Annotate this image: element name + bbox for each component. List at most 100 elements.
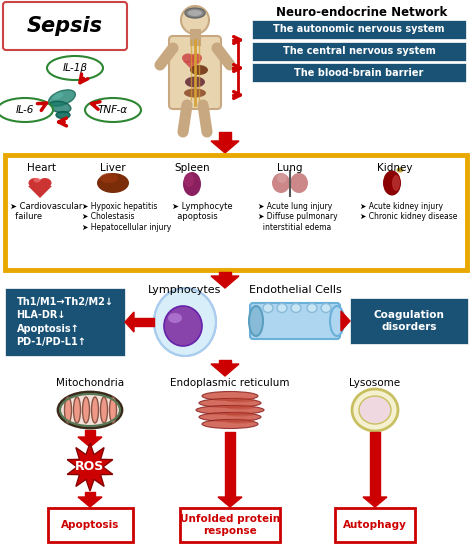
Text: Sepsis: Sepsis — [27, 16, 103, 36]
Ellipse shape — [277, 304, 287, 312]
Ellipse shape — [85, 98, 141, 122]
Ellipse shape — [359, 396, 391, 424]
Ellipse shape — [225, 419, 255, 424]
Text: Lysosome: Lysosome — [349, 378, 401, 388]
Ellipse shape — [49, 90, 76, 106]
Ellipse shape — [307, 304, 317, 312]
Ellipse shape — [74, 397, 81, 423]
Ellipse shape — [56, 112, 70, 118]
Text: Neuro-endocrine Network: Neuro-endocrine Network — [277, 6, 447, 19]
Ellipse shape — [185, 76, 205, 87]
Ellipse shape — [97, 173, 129, 193]
Ellipse shape — [65, 397, 71, 423]
Polygon shape — [363, 497, 387, 507]
Text: Liver: Liver — [100, 163, 126, 173]
Text: Mitochondria: Mitochondria — [56, 378, 124, 388]
FancyBboxPatch shape — [335, 508, 415, 542]
FancyBboxPatch shape — [5, 155, 467, 270]
Text: Coagulation
disorders: Coagulation disorders — [373, 310, 445, 332]
Text: Th1/M1→Th2/M2↓
HLA-DR↓
Apoptosis↑
PD-1/PD-L1↑: Th1/M1→Th2/M2↓ HLA-DR↓ Apoptosis↑ PD-1/P… — [17, 297, 113, 347]
Text: IL-6: IL-6 — [16, 105, 34, 115]
Polygon shape — [218, 497, 242, 507]
FancyBboxPatch shape — [48, 508, 133, 542]
Text: Apoptosis: Apoptosis — [61, 520, 119, 530]
FancyBboxPatch shape — [250, 303, 340, 339]
Text: Heart: Heart — [27, 163, 57, 173]
Ellipse shape — [277, 173, 287, 183]
Ellipse shape — [190, 53, 202, 63]
Ellipse shape — [184, 89, 206, 97]
Text: ➤ Acute kidney injury
➤ Chronic kidney disease: ➤ Acute kidney injury ➤ Chronic kidney d… — [360, 202, 457, 222]
Ellipse shape — [92, 397, 99, 423]
Ellipse shape — [225, 404, 255, 410]
Ellipse shape — [321, 304, 331, 312]
Text: Kidney: Kidney — [377, 163, 413, 173]
Polygon shape — [67, 443, 113, 491]
Ellipse shape — [199, 399, 261, 408]
Ellipse shape — [49, 101, 71, 113]
Ellipse shape — [101, 397, 108, 423]
Ellipse shape — [52, 92, 64, 100]
Polygon shape — [28, 186, 52, 198]
Ellipse shape — [28, 178, 42, 188]
FancyBboxPatch shape — [180, 508, 280, 542]
Ellipse shape — [100, 173, 118, 183]
Ellipse shape — [164, 306, 202, 346]
Text: The autonomic nervous system: The autonomic nervous system — [273, 25, 445, 35]
FancyBboxPatch shape — [252, 63, 466, 82]
Polygon shape — [78, 437, 102, 447]
Ellipse shape — [290, 173, 308, 193]
Ellipse shape — [188, 10, 202, 16]
Ellipse shape — [225, 398, 255, 403]
FancyBboxPatch shape — [252, 42, 466, 61]
Text: Unfolded protein
response: Unfolded protein response — [180, 514, 280, 536]
Text: ➤ Cardiovascular
  failure: ➤ Cardiovascular failure — [10, 202, 83, 222]
Ellipse shape — [202, 392, 258, 400]
FancyBboxPatch shape — [350, 298, 468, 344]
Ellipse shape — [249, 306, 263, 336]
Ellipse shape — [39, 178, 51, 188]
Ellipse shape — [0, 98, 53, 122]
Text: Endoplasmic reticulum: Endoplasmic reticulum — [170, 378, 290, 388]
Ellipse shape — [184, 173, 194, 187]
Ellipse shape — [185, 8, 205, 18]
Polygon shape — [183, 61, 201, 70]
Ellipse shape — [196, 405, 264, 415]
Ellipse shape — [396, 168, 404, 173]
Text: The blood-brain barrier: The blood-brain barrier — [295, 68, 424, 78]
Ellipse shape — [58, 392, 122, 428]
Text: Lung: Lung — [277, 163, 303, 173]
Polygon shape — [78, 497, 102, 507]
Polygon shape — [341, 311, 350, 331]
Polygon shape — [211, 364, 239, 376]
Text: TNF-α: TNF-α — [98, 105, 128, 115]
Ellipse shape — [263, 304, 273, 312]
Ellipse shape — [383, 170, 401, 195]
Ellipse shape — [83, 397, 90, 423]
Ellipse shape — [47, 56, 103, 80]
Circle shape — [181, 6, 209, 34]
Ellipse shape — [190, 65, 208, 75]
FancyBboxPatch shape — [5, 288, 125, 356]
Ellipse shape — [110, 397, 117, 423]
Text: Spleen: Spleen — [174, 163, 210, 173]
Ellipse shape — [154, 288, 216, 356]
Ellipse shape — [272, 173, 290, 193]
FancyBboxPatch shape — [252, 20, 466, 39]
FancyBboxPatch shape — [169, 36, 221, 109]
Ellipse shape — [34, 178, 41, 183]
Text: ➤ Acute lung injury
➤ Diffuse pulmonary
  interstitial edema: ➤ Acute lung injury ➤ Diffuse pulmonary … — [258, 202, 337, 232]
Text: Endothelial Cells: Endothelial Cells — [249, 285, 341, 295]
Text: Autophagy: Autophagy — [343, 520, 407, 530]
Polygon shape — [211, 141, 239, 153]
Text: ROS: ROS — [76, 460, 105, 474]
Text: ➤ Lymphocyte
  apoptosis: ➤ Lymphocyte apoptosis — [172, 202, 233, 222]
Polygon shape — [211, 276, 239, 288]
Ellipse shape — [168, 313, 182, 323]
Ellipse shape — [352, 389, 398, 431]
Text: ➤ Hypoxic hepatitis
➤ Cholestasis
➤ Hepatocellular injury: ➤ Hypoxic hepatitis ➤ Cholestasis ➤ Hepa… — [82, 202, 171, 232]
Ellipse shape — [182, 53, 194, 63]
Ellipse shape — [392, 175, 400, 191]
FancyBboxPatch shape — [3, 2, 127, 50]
Polygon shape — [125, 312, 134, 332]
